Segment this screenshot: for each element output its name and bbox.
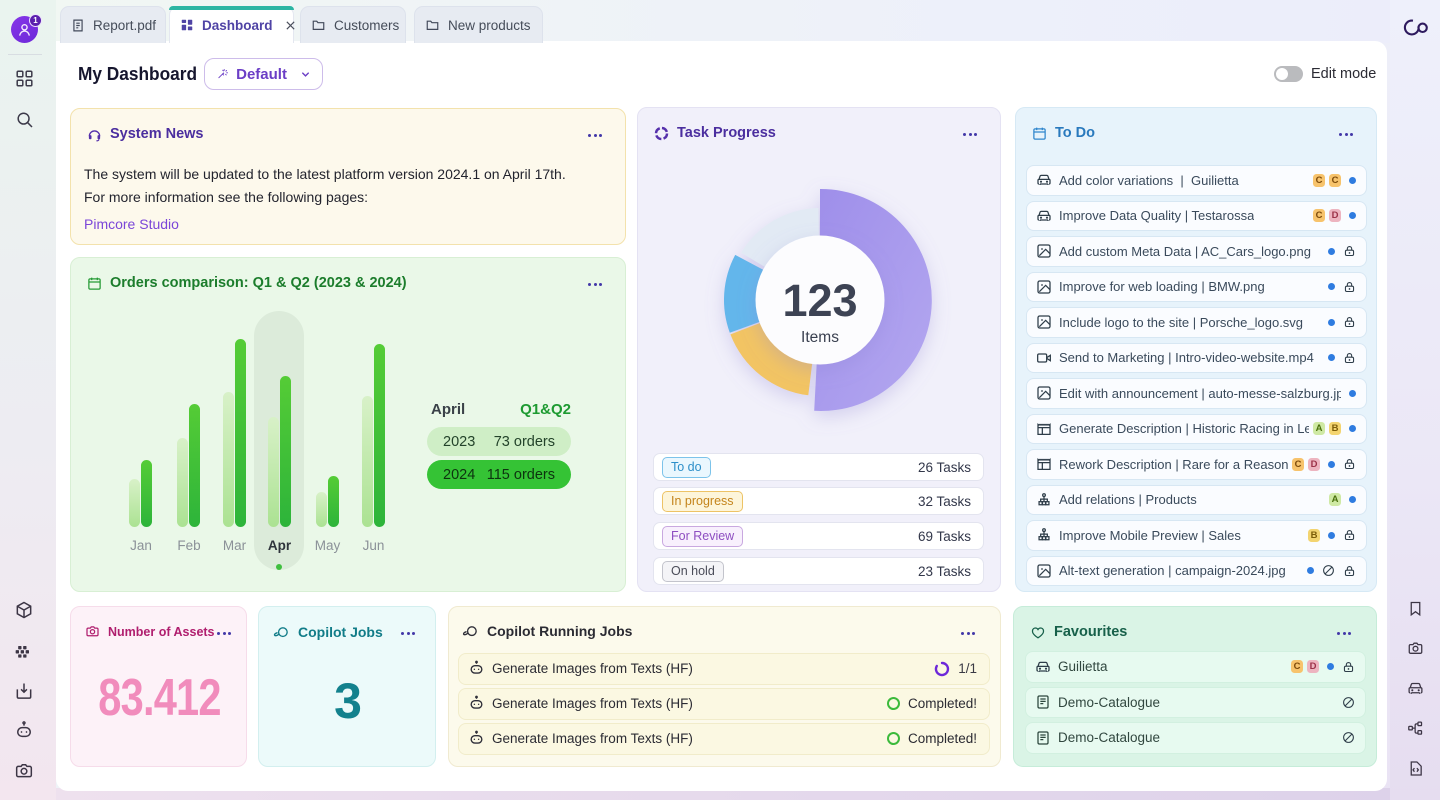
svg-text:123: 123 — [782, 275, 857, 326]
svg-text:Items: Items — [801, 329, 839, 346]
